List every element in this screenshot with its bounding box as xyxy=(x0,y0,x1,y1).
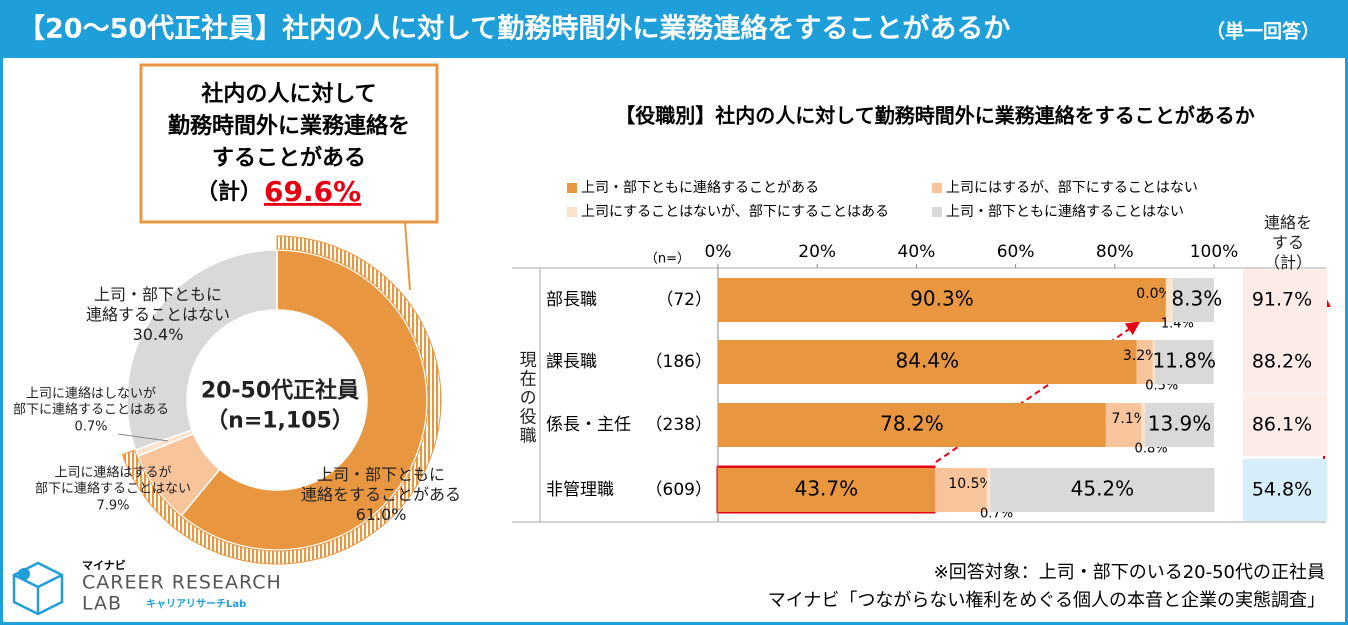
logo-brand: マイナビ xyxy=(82,558,126,572)
bar-segment xyxy=(1152,340,1155,384)
n-title: （n=） xyxy=(645,252,690,267)
n-label: （72） xyxy=(656,290,712,310)
chart-title: 【役職別】社内の人に対して勤務時間外に業務連絡をすることがあるか xyxy=(615,104,1254,128)
legend-swatch xyxy=(567,207,577,217)
footnote: マイナビ「つながらない権利をめぐる個人の本音と企業の実態調査」 xyxy=(768,590,1325,611)
legend-swatch xyxy=(567,183,577,193)
bar-segment xyxy=(718,340,1137,384)
pie-value-label: 61.0% xyxy=(355,505,407,524)
bar-value-label: 13.9% xyxy=(1148,412,1212,436)
category-label: 課長職 xyxy=(546,352,597,372)
logo-sub: キャリアリサーチLab xyxy=(146,598,246,610)
header-band xyxy=(0,0,1348,58)
callout-line: することがある xyxy=(212,145,366,171)
pie-slice xyxy=(126,249,278,451)
pie-category: 上司・部下ともに 連絡することはない xyxy=(85,285,231,324)
n-label: （186） xyxy=(646,352,712,372)
totals-title: 連絡を する（計） xyxy=(1263,213,1312,272)
callout-box xyxy=(139,63,439,224)
bar-value-label: 90.3% xyxy=(910,287,974,311)
total-label: 91.7% xyxy=(1252,289,1312,311)
logo-line1: CAREER RESEARCH xyxy=(82,572,282,594)
pie-label: 上司に連絡はしないが 部下に連絡することはある 0.7% xyxy=(13,387,169,436)
category-label: 非管理職 xyxy=(546,480,614,500)
bar-segment xyxy=(1136,340,1153,384)
bar-segment xyxy=(1165,278,1173,322)
bar-value-label: 7.1% xyxy=(1112,411,1148,427)
pie-label: 上司に連絡はするが 部下に連絡することはない 7.9% xyxy=(35,466,191,515)
pie-value-label: 7.9% xyxy=(96,498,130,514)
bar-segment xyxy=(1172,278,1214,322)
bar-value-label: 43.7% xyxy=(795,477,859,501)
footnote: ※回答対象：上司・部下のいる20-50代の正社員 xyxy=(934,562,1325,583)
callout-prefix: （計） xyxy=(196,179,262,205)
pie-label: 上司・部下ともに 連絡することはない 30.4% xyxy=(86,285,230,345)
bar-value-label: 8.3% xyxy=(1171,287,1222,311)
n-label: （238） xyxy=(646,415,712,435)
bar-segment xyxy=(990,468,1215,512)
x-tick-label: 100% xyxy=(1190,242,1239,262)
bar-value-label: 10.5% xyxy=(948,476,992,492)
leader-line xyxy=(117,433,169,442)
bar-segment xyxy=(718,468,935,512)
x-tick-label: 60% xyxy=(997,242,1035,262)
callout-line: 勤務時間外に業務連絡を xyxy=(168,113,410,139)
logo-line2: LAB xyxy=(82,593,122,615)
pie-category: 上司・部下ともに 連絡をすることがある xyxy=(300,465,462,504)
x-tick-label: 20% xyxy=(798,242,836,262)
pie-slice xyxy=(180,249,428,551)
legend-label: 上司にはするが、部下にすることはない xyxy=(946,180,1198,196)
pie-total-ring xyxy=(121,235,442,565)
pie-value-label: 0.7% xyxy=(74,419,108,435)
bar-segment xyxy=(934,468,987,512)
logo-icon xyxy=(12,561,64,616)
bar-value-label: 84.4% xyxy=(896,349,960,373)
legend-label: 上司にすることはないが、部下にすることはある xyxy=(581,204,889,220)
bar-segment xyxy=(1105,403,1142,447)
x-tick-label: 80% xyxy=(1096,242,1134,262)
bar-segment xyxy=(718,403,1106,447)
legend-swatch xyxy=(932,183,942,193)
bar-segment xyxy=(1141,403,1146,447)
pie-category: 上司に連絡はするが 部下に連絡することはない xyxy=(34,465,192,497)
total-label: 54.8% xyxy=(1252,479,1312,501)
pie-category: 上司に連絡はしないが 部下に連絡することはある xyxy=(12,386,170,418)
bar-segment xyxy=(718,278,1166,322)
total-cell xyxy=(1243,394,1327,456)
total-label: 88.2% xyxy=(1252,351,1312,373)
y-axis-title: 現在の役職 xyxy=(515,350,536,446)
header-title: 【20～50代正社員】社内の人に対して勤務時間外に業務連絡をすることがあるか xyxy=(18,13,1010,45)
total-cell xyxy=(1243,269,1327,331)
bar-value-label: 45.2% xyxy=(1071,477,1135,501)
total-label: 86.1% xyxy=(1252,414,1312,436)
legend-label: 上司・部下ともに連絡することはない xyxy=(946,204,1184,220)
callout-total: 69.6% xyxy=(264,175,361,208)
bar-value-label: 3.2% xyxy=(1123,348,1159,364)
bar-segment xyxy=(986,468,991,512)
legend-swatch xyxy=(932,207,942,217)
total-cell xyxy=(1243,459,1327,521)
callout-line: 社内の人に対して xyxy=(201,81,376,107)
bar-value-label: 78.2% xyxy=(880,412,944,436)
bar-segment xyxy=(1145,403,1214,447)
bar-segment xyxy=(1154,340,1214,384)
n-label: （609） xyxy=(646,480,712,500)
category-label: 部長職 xyxy=(546,290,597,310)
pie-center-n: （n=1,105） xyxy=(206,408,354,434)
header-note: （単一回答） xyxy=(1206,20,1320,43)
x-tick-label: 0% xyxy=(705,242,732,262)
pie-value-label: 30.4% xyxy=(132,325,184,344)
bar-value-label: 11.8% xyxy=(1152,349,1216,373)
callout-connector xyxy=(404,221,411,291)
category-label: 係長・主任 xyxy=(546,415,631,435)
bar-value-label: 0.0% xyxy=(1136,286,1172,302)
legend-label: 上司・部下ともに連絡することがある xyxy=(581,180,819,196)
pie-label: 上司・部下ともに 連絡をすることがある 61.0% xyxy=(301,465,461,525)
x-tick-label: 40% xyxy=(898,242,936,262)
pie-center-title: 20-50代正社員 xyxy=(200,378,360,404)
total-cell xyxy=(1243,331,1327,393)
